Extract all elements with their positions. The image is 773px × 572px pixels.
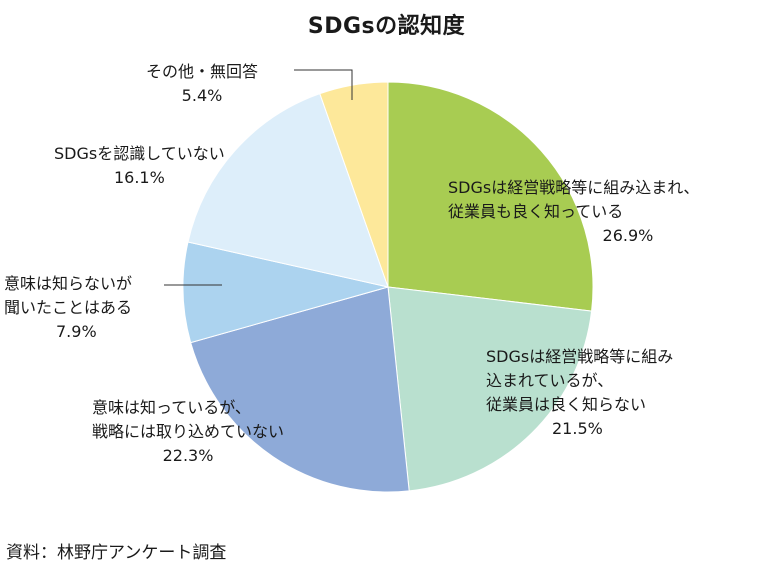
slice-integrated-unknown (387, 286, 593, 492)
slice-label-known-not-integrated: 意味は知っているが、 戦略には取り込めていない 22.3% (92, 396, 284, 468)
slice-label-line: 従業員も良く知っている (448, 202, 624, 221)
slice-label-line: SDGsを認識していない (54, 144, 225, 163)
slice-label-line: SDGsは経営戦略等に組み (486, 347, 674, 366)
slice-not-aware (187, 93, 389, 288)
slice-label-not-aware: SDGsを認識していない 16.1% (54, 142, 225, 190)
slice-value-label: 22.3% (162, 446, 214, 465)
slice-known-not-integrated (190, 286, 410, 493)
slice-label-line: その他・無回答 (146, 62, 259, 81)
slice-label-integrated-unknown: SDGsは経営戦略等に組み 込まれているが、 従業員は良く知らない 21.5% (486, 345, 673, 441)
slice-integrated-known (387, 81, 594, 312)
slice-other (319, 81, 389, 288)
slice-label-line: 従業員は良く知らない (486, 395, 647, 414)
chart-title: SDGsの認知度 (307, 14, 466, 39)
slice-label-integrated-known: SDGsは経営戦略等に組み込まれ、 従業員も良く知っている 26.9% (448, 176, 699, 248)
slice-label-heard-of: 意味は知らないが 聞いたことはある 7.9% (4, 272, 132, 344)
slice-label-line: 意味は知らないが (4, 274, 133, 293)
slice-label-line: 戦略には取り込めていない (92, 422, 285, 441)
slice-label-line: 聞いたことはある (4, 298, 133, 317)
slice-value-label: 21.5% (552, 419, 603, 438)
source-note: 資料：林野庁アンケート調査 (6, 543, 227, 563)
slice-label-line: 込まれているが、 (486, 371, 614, 390)
slice-label-other: その他・無回答 5.4% (146, 60, 258, 108)
leader-line-other (294, 69, 353, 100)
slice-label-line: 意味は知っているが、 (92, 398, 251, 417)
slice-label-line: SDGsは経営戦略等に組み込まれ、 (448, 178, 700, 197)
slice-value-label: 5.4% (181, 86, 223, 105)
slice-value-label: 7.9% (56, 322, 97, 341)
slice-value-label: 26.9% (602, 226, 654, 245)
slice-value-label: 16.1% (113, 168, 165, 187)
slice-heard-of (182, 241, 389, 344)
